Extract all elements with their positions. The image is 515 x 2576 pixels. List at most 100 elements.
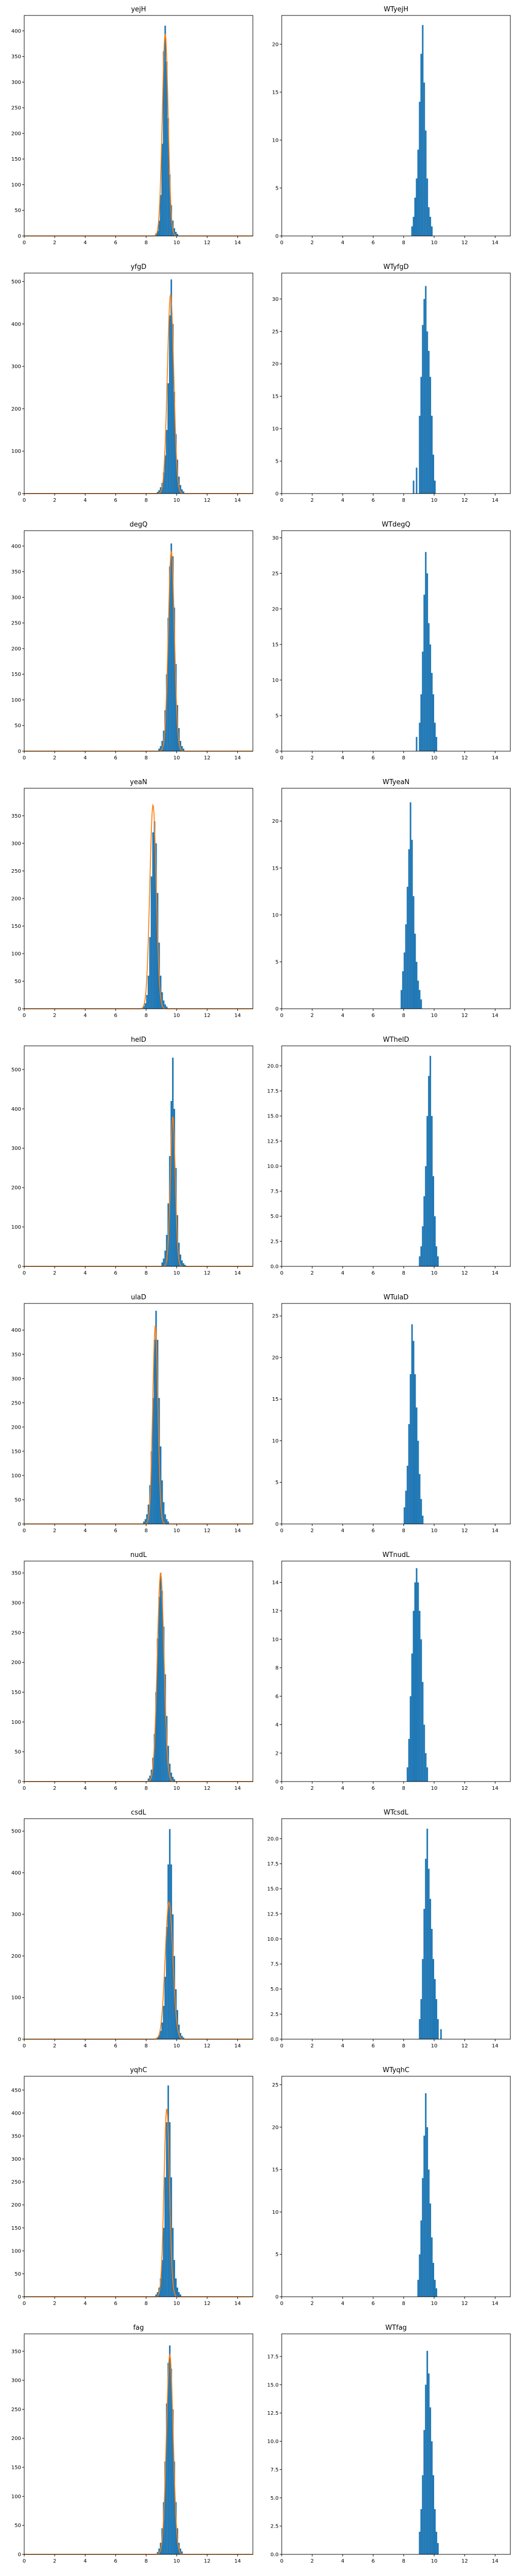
- y-tick-label: 7.5: [270, 1189, 279, 1195]
- histogram-bar: [178, 1243, 180, 1266]
- x-tick-label: 4: [341, 1013, 344, 1019]
- y-tick-label: 20: [272, 819, 279, 824]
- y-tick-label: 200: [11, 131, 21, 137]
- histogram-bar: [426, 1116, 428, 1266]
- histogram-bar: [413, 1341, 415, 1524]
- x-tick-label: 0: [280, 1013, 283, 1019]
- histogram-bar: [430, 2203, 432, 2297]
- y-tick-label: 10.0: [267, 1937, 279, 1942]
- fit-curve: [24, 1571, 253, 1782]
- y-tick-label: 15: [272, 90, 279, 95]
- y-tick-label: 2.5: [270, 2012, 279, 2018]
- histogram-bar: [182, 2037, 184, 2039]
- subplot-nudL: nudL 0 2 4 6 8 10 12 14 0 50 100 150 200 250 300 350: [11, 1551, 253, 1791]
- x-tick-label: 0: [23, 2558, 26, 2564]
- subplot-title: fag: [133, 2324, 144, 2332]
- y-tick-label: 100: [11, 2494, 21, 2500]
- histogram-bar: [166, 61, 168, 236]
- x-tick-label: 4: [341, 1270, 344, 1276]
- histogram-bar: [161, 741, 163, 751]
- subplot-WTnudL: WTnudL 0 2 4 6 8 10 12 14 0 2 4 6 8 10 12 14: [272, 1551, 511, 1791]
- subplot-title: helD: [131, 1036, 146, 1044]
- histogram-bar: [158, 2548, 160, 2554]
- histogram-bar: [167, 618, 169, 751]
- y-tick-label: 250: [11, 106, 21, 111]
- histogram-bar: [155, 1311, 157, 1524]
- y-tick-label: 300: [11, 80, 21, 86]
- y-tick-label: 150: [11, 2226, 21, 2231]
- y-tick-label: 17.5: [267, 1089, 279, 1094]
- y-tick-label: 15: [272, 642, 279, 648]
- x-tick-label: 14: [492, 2301, 499, 2307]
- histogram-bar: [166, 1519, 168, 1524]
- histogram-bar: [411, 226, 413, 236]
- histogram-bar: [161, 2022, 163, 2039]
- histogram-bar: [430, 2407, 432, 2554]
- y-tick-label: 0: [276, 1780, 279, 1785]
- histogram-bar: [423, 299, 425, 494]
- x-tick-label: 12: [204, 240, 211, 246]
- histogram-bar: [420, 2509, 422, 2554]
- subplot-WTcsdL: WTcsdL 0 2 4 6 8 10 12 14 0.0 2.5 5.0 7.5 10.0 12.5 15.…: [267, 1809, 511, 2049]
- fit-curve: [24, 550, 253, 752]
- subplot-title: ulaD: [131, 1294, 146, 1301]
- y-tick-label: 12: [272, 1608, 279, 1614]
- histogram-bar: [163, 2228, 165, 2297]
- x-tick-label: 2: [53, 755, 56, 761]
- histogram-bar: [170, 543, 173, 751]
- x-tick-label: 6: [114, 755, 117, 761]
- y-tick-label: 250: [11, 1630, 21, 1636]
- histogram-bar: [157, 231, 159, 236]
- histogram-bar: [416, 1407, 418, 1524]
- x-tick-label: 6: [114, 498, 117, 503]
- x-tick-label: 10: [174, 1270, 180, 1276]
- histogram-bar: [414, 1582, 416, 1782]
- x-tick-label: 10: [431, 240, 438, 246]
- y-tick-label: 150: [11, 924, 21, 929]
- x-tick-label: 10: [174, 2301, 180, 2307]
- histogram-bar: [170, 1101, 173, 1266]
- y-tick-label: 250: [11, 2407, 21, 2413]
- histogram-bar: [428, 1869, 430, 2039]
- histogram-bar: [147, 975, 149, 1009]
- histogram-bar: [181, 2551, 183, 2554]
- y-tick-label: 50: [14, 208, 21, 214]
- x-tick-label: 8: [145, 1013, 148, 1019]
- x-tick-label: 14: [492, 1013, 499, 1019]
- x-tick-label: 14: [234, 1528, 241, 1534]
- histogram-bar: [179, 741, 181, 751]
- x-tick-label: 6: [371, 498, 374, 503]
- subplot-title: WTnudL: [383, 1551, 410, 1559]
- x-tick-label: 2: [311, 755, 314, 761]
- axes-frame: [281, 530, 511, 752]
- histogram-bar: [147, 1504, 149, 1524]
- x-tick-label: 6: [114, 2301, 117, 2307]
- fit-curve: [24, 2353, 253, 2555]
- y-tick-label: 10: [272, 2210, 279, 2215]
- subplot-title: csdL: [131, 1809, 146, 1817]
- x-tick-label: 8: [145, 1786, 148, 1791]
- histogram-bar: [419, 415, 421, 494]
- axes-frame: [281, 1818, 511, 2040]
- histogram-bar: [413, 1611, 415, 1782]
- y-tick-label: 12.5: [267, 1139, 279, 1144]
- y-tick-label: 50: [14, 723, 21, 729]
- histogram-bar: [420, 999, 422, 1009]
- histogram-bar: [411, 1324, 413, 1524]
- y-tick-label: 0: [276, 2295, 279, 2300]
- histogram-bar: [425, 2093, 427, 2297]
- x-tick-label: 2: [311, 2301, 314, 2307]
- y-tick-label: 12.5: [267, 2411, 279, 2416]
- histogram-bar: [428, 2170, 430, 2297]
- subplot-fag: fag 0 2 4 6 8 10 12 14 0 50 100 150 200 250 300 350: [11, 2324, 253, 2564]
- histogram-bar: [155, 2294, 157, 2297]
- histogram-bar: [420, 694, 422, 751]
- subplot-title: yeaN: [130, 778, 147, 786]
- x-tick-label: 2: [53, 2043, 56, 2049]
- histogram-bar: [408, 1424, 410, 1524]
- y-tick-label: 300: [11, 1146, 21, 1151]
- axes-frame: [281, 15, 511, 236]
- histogram-bar: [178, 2292, 180, 2297]
- x-tick-label: 10: [174, 2043, 180, 2049]
- x-tick-label: 12: [461, 1528, 468, 1534]
